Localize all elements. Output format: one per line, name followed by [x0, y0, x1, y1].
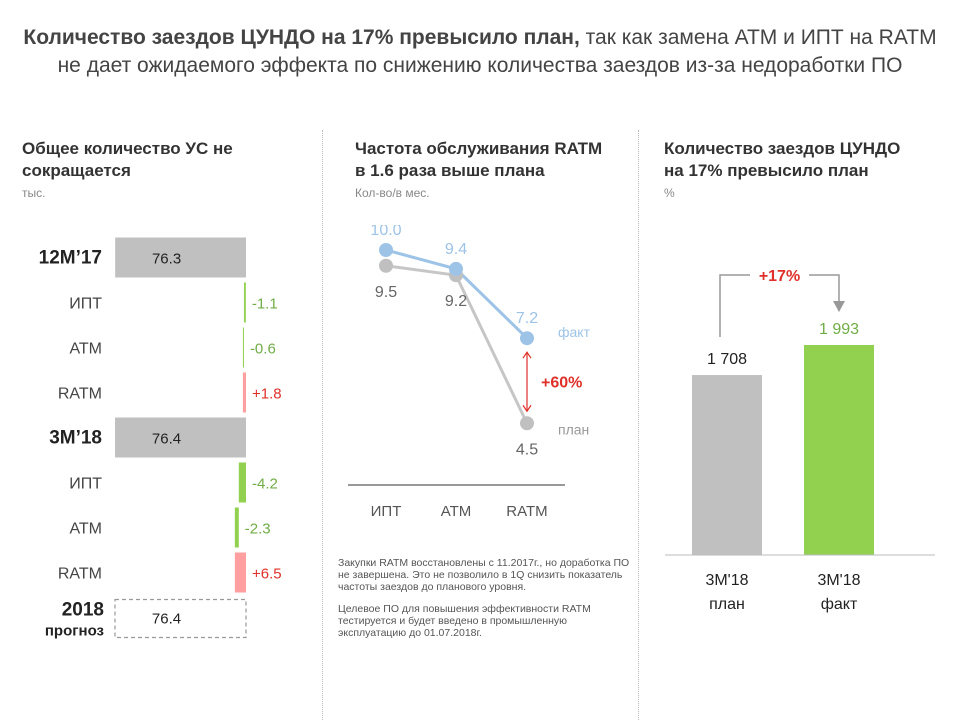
forecast-bar-label: 76.4	[152, 611, 181, 628]
row-label: ИПТ	[69, 476, 102, 493]
fact-point-label: 10.0	[370, 225, 401, 239]
row-label: ИПТ	[69, 296, 102, 313]
bar	[692, 375, 762, 555]
row-label-sub: прогноз	[45, 623, 104, 640]
row-label: RATM	[58, 566, 102, 583]
divider-right	[638, 130, 639, 720]
delta-bar	[234, 552, 246, 593]
right-panel-title: Количество заездов ЦУНДО на 17% превысил…	[664, 138, 900, 182]
middle-notes: Закупки RATM восстановлены с 11.2017г., …	[338, 557, 630, 649]
plan-point-label: 4.5	[516, 441, 538, 458]
right-title-line1: Количество заездов ЦУНДО	[664, 139, 901, 158]
increase-arrow-head	[833, 301, 845, 312]
x-tick-label-sub: план	[709, 596, 745, 613]
increase-connector-right	[809, 274, 840, 311]
delta-bar	[238, 462, 246, 503]
line-chart: ИПТ АТМ RATM 9.5 9.2 4.5 10.0 9.4 7.2 факт план +60…	[348, 225, 591, 520]
x-tick-label: RATM	[506, 503, 547, 520]
x-tick-label-sub: факт	[821, 596, 858, 613]
page-title: Количество заездов ЦУНДО на 17% превысил…	[0, 24, 960, 80]
plan-series-line	[385, 264, 529, 424]
increase-annotation: +17%	[759, 268, 800, 285]
bar	[804, 345, 874, 555]
total-bar	[115, 417, 246, 458]
gap-arrow-head-top	[522, 351, 532, 359]
left-title-line2: сокращается	[22, 161, 131, 180]
x-tick-label: 3M'18	[705, 572, 748, 589]
total-bar-label: 76.4	[152, 431, 181, 448]
middle-title-line2: в 1.6 раза выше плана	[355, 161, 545, 180]
bar-chart: 1 708 3M'18 план 1 993 3M'18 факт +17%	[665, 268, 935, 613]
middle-unit: Кол-во/в мес.	[355, 186, 430, 200]
right-unit: %	[664, 186, 675, 200]
left-unit: тыс.	[22, 186, 46, 200]
plan-point-label: 9.5	[375, 284, 397, 301]
fact-point-label: 9.4	[445, 241, 467, 258]
delta-bar-label: +1.8	[252, 386, 282, 403]
plan-point	[379, 258, 393, 273]
delta-bar	[234, 507, 239, 548]
left-title-line1: Общее количество УС не	[22, 139, 233, 158]
title-bold: Количество заездов ЦУНДО на 17% превысил…	[23, 26, 580, 49]
waterfall-chart: 12M’17 76.3 ИПТ -1.1 АТМ -0.6 RATM +1.8 3M’18 76.…	[39, 237, 282, 640]
delta-bar-label: -1.1	[252, 296, 278, 313]
row-label: 12M’17	[39, 248, 102, 269]
delta-bar-label: -0.6	[250, 341, 276, 358]
forecast-bar	[114, 598, 247, 639]
fact-point	[379, 243, 393, 257]
right-title-line2: на 17% превысило план	[664, 161, 869, 180]
middle-title-line1: Частота обслуживания RATM	[355, 139, 603, 158]
legend-fact: факт	[558, 324, 591, 340]
title-line2: не дает ожидаемого эффекта по снижению к…	[57, 54, 903, 77]
delta-bar	[243, 282, 246, 323]
increase-connector-left	[719, 274, 750, 338]
total-bar-label: 76.3	[152, 251, 181, 268]
delta-bar-label: -2.3	[245, 521, 271, 538]
x-tick-label: АТМ	[441, 503, 472, 520]
fact-point-label: 7.2	[516, 310, 538, 327]
bar-value-label: 1 708	[707, 351, 747, 368]
delta-bar	[242, 372, 246, 413]
total-bar	[115, 237, 246, 278]
x-tick-label: 3M'18	[817, 572, 860, 589]
delta-bar	[242, 327, 244, 368]
note-1: Закупки RATM восстановлены с 11.2017г., …	[338, 557, 630, 593]
note-2: Целевое ПО для повышения эффективности R…	[338, 603, 591, 639]
delta-bar-label: -4.2	[252, 476, 278, 493]
middle-panel-title: Частота обслуживания RATM в 1.6 раза выш…	[355, 138, 602, 182]
title-rest: так как замена АТМ и ИПТ на RATM	[579, 26, 937, 49]
bar-value-label: 1 993	[819, 321, 859, 338]
legend-plan: план	[558, 421, 589, 437]
plan-point	[520, 416, 534, 431]
gap-arrow-head-bottom	[522, 404, 532, 413]
row-label: АТМ	[69, 521, 102, 538]
row-label: RATM	[58, 386, 102, 403]
plan-point-label: 9.2	[445, 293, 467, 310]
divider-left	[322, 130, 323, 720]
fact-point	[449, 261, 463, 276]
gap-annotation: +60%	[541, 375, 582, 392]
x-tick-label: ИПТ	[371, 503, 402, 520]
left-panel-title: Общее количество УС не сокращается	[22, 138, 233, 182]
row-label: АТМ	[69, 341, 102, 358]
delta-bar-label: +6.5	[252, 566, 282, 583]
row-label: 2018	[62, 600, 104, 621]
fact-point	[520, 331, 534, 346]
row-label: 3M’18	[49, 428, 102, 449]
